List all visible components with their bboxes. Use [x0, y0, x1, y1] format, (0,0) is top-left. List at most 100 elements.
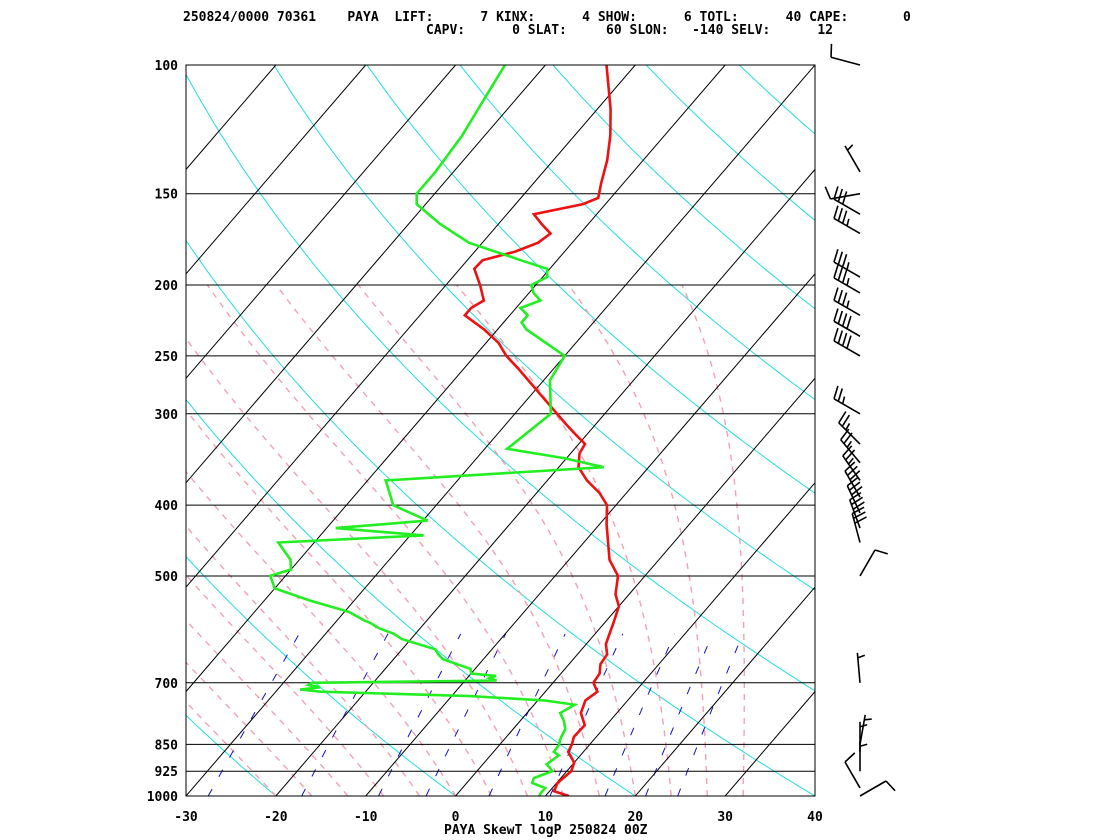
moist-adiabat [186, 470, 457, 796]
wind-barb-flag [841, 254, 848, 268]
wind-barb-flag [838, 411, 847, 424]
wind-barb-flag [837, 330, 844, 344]
wind-barb-half-flag [846, 218, 850, 227]
moist-adiabat [186, 661, 313, 796]
temperature-tick-label: 0 [452, 810, 460, 825]
wind-barb-flag [837, 267, 844, 281]
pressure-tick-label: 200 [155, 279, 179, 294]
wind-barb-flag [837, 188, 844, 202]
isotherm [0, 65, 96, 796]
moist-adiabat [568, 284, 708, 796]
dry-adiabat [645, 65, 815, 221]
wind-barb [844, 144, 861, 173]
isotherm [186, 65, 367, 275]
isotherm [186, 65, 815, 796]
pressure-tick-label: 400 [155, 499, 179, 514]
temperature-tick-label: 40 [807, 810, 823, 825]
wind-barb-half-flag [847, 457, 854, 465]
dry-adiabat [273, 65, 815, 591]
temperature-tick-label: 20 [627, 810, 643, 825]
wind-barb-flag [833, 308, 839, 322]
wind-barb [833, 287, 861, 317]
pressure-tick-label: 850 [155, 738, 179, 753]
mixing-ratio-line [604, 633, 676, 796]
wind-barb-flag [851, 496, 864, 506]
wind-barb [842, 445, 861, 481]
wind-barb [830, 43, 861, 66]
wind-barb-flag [842, 445, 853, 457]
mixing-ratio-line [378, 633, 462, 796]
wind-barb-flag [837, 207, 844, 222]
wind-barb-flag [846, 335, 852, 349]
wind-barb [856, 652, 866, 683]
wind-barb-flag [852, 501, 865, 510]
wind-barb-shaft [844, 761, 861, 789]
wind-barb-half-flag [846, 440, 852, 448]
wind-barb-flag [837, 310, 844, 324]
wind-barb-flag [848, 481, 861, 491]
wind-barb-flag [885, 780, 896, 792]
wind-barb-flag [841, 332, 848, 347]
wind-barb-flag [841, 210, 848, 224]
wind-barb-flag [833, 249, 839, 263]
wind-barb-flag [841, 292, 848, 306]
wind-barb-flag [841, 414, 851, 427]
wind-barb-flag [846, 315, 852, 329]
wind-barb [833, 205, 861, 235]
wind-barb-flag [833, 287, 839, 301]
wind-barb [833, 186, 861, 215]
wind-barb-flag [833, 186, 839, 200]
wind-barb-flag [846, 476, 859, 487]
wind-barb-half-flag [846, 262, 850, 270]
header-line-2: CAPV: 0 SLAT: 60 SLON: -140 SELV: 12 [426, 23, 833, 38]
mixing-ratio-line [425, 633, 507, 796]
wind-barb-flag [833, 327, 839, 342]
moist-adiabat [681, 284, 745, 796]
temperature-tick-label: -10 [354, 810, 378, 825]
wind-barb-half-flag [845, 423, 851, 431]
pressure-axis: 1000 925 850 700 500 400 300 250 200 150 100 [147, 59, 178, 805]
wind-barb-half-flag [841, 396, 846, 404]
wind-barb-half-flag [857, 654, 866, 659]
dry-adiabat [738, 65, 815, 135]
isotherm [724, 690, 815, 796]
dewpoint-profile [268, 65, 604, 796]
temperature-tick-label: -20 [264, 810, 288, 825]
sounding-profiles [268, 65, 621, 796]
wind-barb-flag [837, 289, 844, 304]
wind-barb [824, 186, 861, 200]
wind-barb-shaft [859, 780, 887, 797]
moist-adiabat [186, 337, 529, 796]
pressure-tick-label: 100 [155, 59, 179, 74]
isotherm [455, 377, 815, 796]
dry-adiabat [186, 555, 456, 796]
temperature-axis: -30 -20 -10 0 10 20 30 40 [174, 810, 823, 825]
plot-frame [185, 64, 816, 797]
wind-barb-flag [824, 186, 832, 200]
pressure-tick-label: 1000 [147, 790, 178, 805]
wind-barb-flag [849, 470, 861, 481]
mixing-ratio-line [549, 633, 624, 796]
wind-barb-half-flag [846, 278, 850, 286]
wind-barb-shaft [830, 56, 861, 66]
moist-adiabat [186, 408, 493, 796]
isotherm [634, 586, 815, 796]
wind-barb-flag [837, 251, 844, 265]
wind-barb-shaft [840, 439, 861, 464]
wind-barb [844, 461, 861, 498]
temperature-tick-label: -30 [174, 810, 198, 825]
wind-barb [859, 741, 868, 772]
moist-adiabat [186, 574, 385, 796]
pressure-tick-label: 150 [155, 188, 179, 203]
wind-barb [848, 491, 865, 529]
pressure-tick-label: 700 [155, 677, 179, 692]
isotherm [545, 481, 815, 796]
mixing-ratio-line [488, 633, 566, 796]
isotherm [186, 65, 726, 693]
dry-adiabat [366, 65, 815, 494]
moist-adiabat [206, 284, 565, 796]
isotherm [186, 65, 277, 171]
wind-barb-flag [854, 516, 867, 524]
isotherm [186, 65, 456, 380]
